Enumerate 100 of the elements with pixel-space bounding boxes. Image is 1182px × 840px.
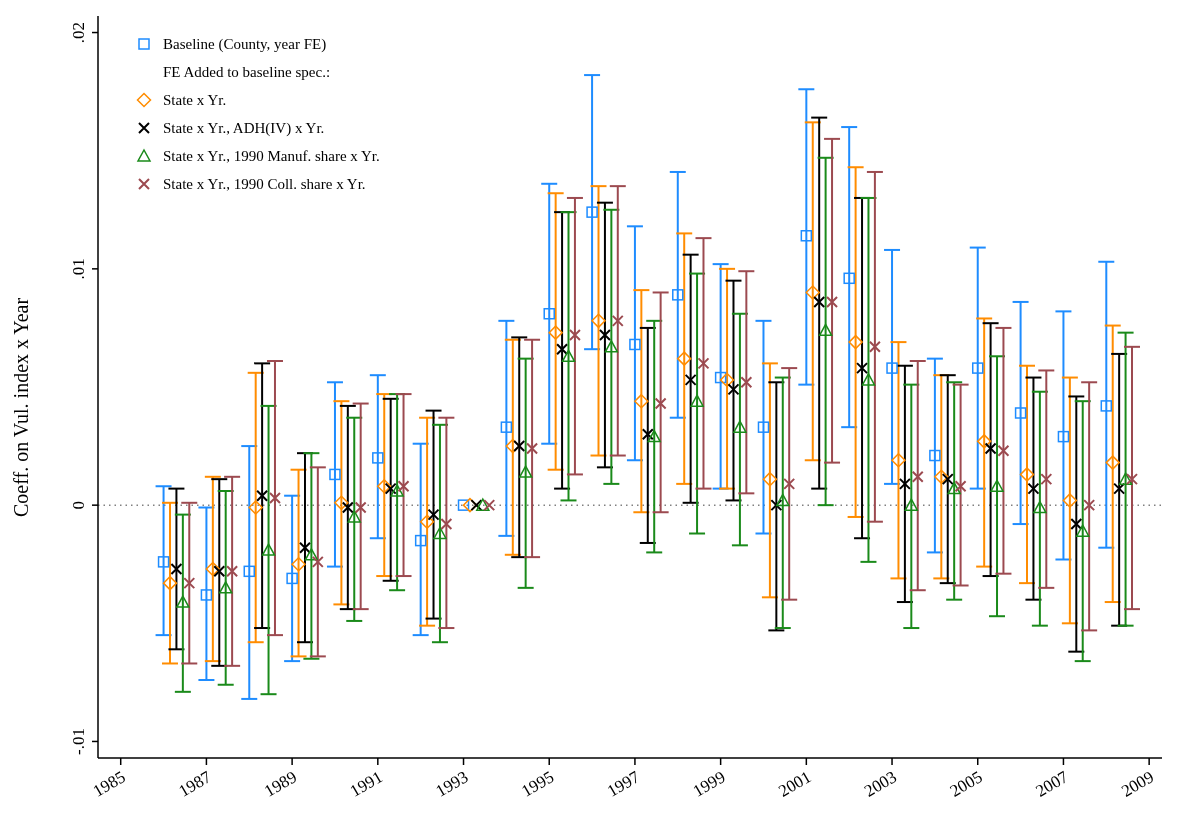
- point: [911, 470, 924, 483]
- point: [591, 313, 606, 329]
- point: [1027, 482, 1040, 495]
- point: [183, 577, 196, 590]
- point: [971, 362, 984, 374]
- point: [1057, 430, 1070, 443]
- point: [861, 373, 876, 386]
- point: [770, 499, 783, 512]
- point: [1075, 524, 1090, 537]
- point: [311, 555, 324, 568]
- point: [1070, 518, 1083, 531]
- point: [1105, 455, 1120, 470]
- legend-label: State x Yr.: [163, 91, 227, 110]
- legend-label: State x Yr., 1990 Coll. share x Yr.: [163, 175, 366, 194]
- x-tick-label: 2003: [861, 767, 900, 801]
- point: [611, 314, 624, 327]
- point: [954, 480, 967, 493]
- point: [598, 329, 611, 342]
- point: [334, 495, 349, 511]
- point: [990, 479, 1004, 492]
- point: [304, 548, 319, 561]
- point: [800, 230, 813, 242]
- y-tick-label: 0: [69, 500, 88, 510]
- legend-title: FE Added to baseline spec.:: [162, 63, 332, 82]
- point: [556, 343, 569, 356]
- x-tick-label: 1985: [89, 767, 129, 801]
- y-axis-title: Coeff. on Vul. index x Year: [10, 297, 33, 517]
- point: [500, 421, 513, 433]
- point: [984, 442, 997, 455]
- point: [1113, 482, 1126, 495]
- x-tick-label: 2009: [1118, 767, 1158, 801]
- y-tick-label: .01: [69, 258, 88, 280]
- point: [1062, 493, 1078, 508]
- point: [1100, 400, 1113, 412]
- point: [843, 272, 855, 285]
- point: [329, 468, 341, 481]
- point: [654, 397, 667, 410]
- point: [757, 421, 770, 433]
- point: [805, 285, 821, 300]
- point: [483, 499, 496, 512]
- point: [414, 534, 427, 547]
- point: [1014, 407, 1027, 419]
- point: [419, 514, 435, 529]
- point: [976, 434, 992, 449]
- point: [377, 479, 392, 494]
- point: [676, 351, 692, 366]
- point: [1083, 499, 1096, 512]
- point: [372, 452, 384, 464]
- point: [226, 565, 239, 578]
- point: [848, 334, 863, 350]
- point: [548, 325, 563, 340]
- point: [390, 484, 404, 497]
- point: [261, 543, 276, 556]
- point: [762, 471, 778, 487]
- x-tick-label: 1989: [261, 767, 301, 801]
- point: [826, 295, 839, 308]
- point: [934, 469, 949, 485]
- point: [397, 480, 410, 493]
- x-tick-label: 1997: [603, 767, 644, 801]
- point: [347, 510, 361, 523]
- point: [213, 565, 226, 578]
- y-tick-label: -.01: [69, 728, 88, 755]
- point: [813, 295, 826, 308]
- point: [218, 581, 233, 594]
- point: [176, 595, 190, 608]
- y-tick-label: .02: [69, 21, 88, 44]
- point: [298, 541, 311, 554]
- point: [941, 473, 954, 486]
- point: [641, 428, 654, 441]
- x-tick-label: 1987: [175, 767, 215, 801]
- point: [162, 575, 178, 591]
- legend-label: State x Yr., ADH(IV) x Yr.: [163, 119, 325, 138]
- point: [243, 565, 256, 578]
- point: [947, 481, 961, 495]
- point: [684, 373, 697, 386]
- point: [561, 349, 576, 363]
- x-tick-label: 1991: [346, 767, 386, 801]
- x-tick-label: 1999: [689, 767, 729, 801]
- point: [476, 498, 490, 511]
- point: [672, 289, 684, 301]
- point: [904, 498, 919, 511]
- point: [898, 477, 911, 490]
- point: [929, 449, 941, 462]
- point: [256, 489, 269, 502]
- point: [268, 492, 281, 505]
- point: [776, 493, 790, 507]
- point: [891, 453, 906, 468]
- point: [200, 589, 213, 601]
- x-tick-label: 1993: [432, 767, 472, 801]
- point: [341, 501, 354, 514]
- point: [1118, 472, 1133, 485]
- legend-label: State x Yr., 1990 Manuf. share x Yr.: [163, 147, 380, 166]
- point: [568, 329, 581, 342]
- point: [543, 308, 555, 320]
- point: [440, 518, 453, 531]
- point: [719, 372, 735, 388]
- point: [291, 556, 306, 572]
- point: [690, 394, 704, 407]
- point: [740, 376, 753, 389]
- point: [1040, 473, 1053, 486]
